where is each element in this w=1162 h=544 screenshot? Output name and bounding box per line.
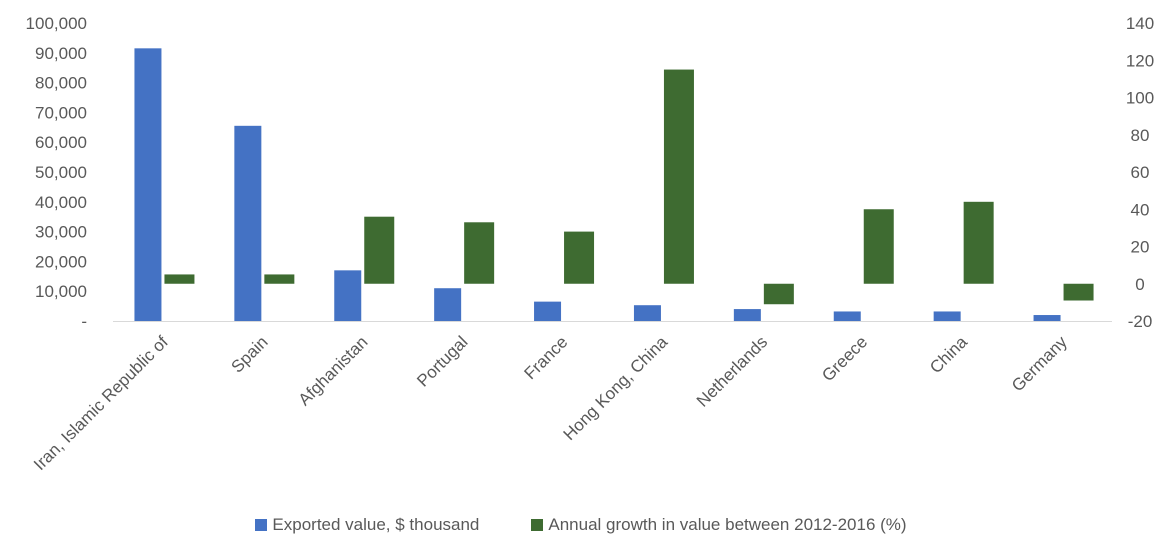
y-left-tick-label: 50,000: [35, 163, 87, 182]
x-category-label: Portugal: [413, 332, 471, 390]
y-right-tick-label: 100: [1126, 89, 1154, 108]
x-category-label: Iran, Islamic Republic of: [30, 332, 172, 474]
legend-swatch: [255, 519, 268, 531]
bar-exported-value: [534, 301, 562, 321]
y-right-tick-label: 80: [1131, 126, 1150, 145]
y-left-tick-label: 100,000: [26, 14, 87, 33]
legend-item: Annual growth in value between 2012-2016…: [531, 515, 907, 535]
y-left-tick-label: 80,000: [35, 74, 87, 93]
bar-annual-growth: [1063, 283, 1094, 301]
legend-item: Exported value, $ thousand: [255, 515, 479, 535]
x-category-label: Germany: [1008, 332, 1071, 395]
y-right-tick-label: 120: [1126, 51, 1154, 70]
x-category-label: Spain: [227, 332, 271, 376]
y-left-tick-label: -: [81, 312, 87, 331]
legend-swatch: [531, 519, 544, 531]
y-right-tick-label: 140: [1126, 14, 1154, 33]
bar-exported-value: [933, 311, 961, 321]
y-right-tick-label: 60: [1131, 163, 1150, 182]
y-left-tick-label: 90,000: [35, 44, 87, 63]
bar-annual-growth: [663, 69, 694, 284]
bar-annual-growth: [464, 222, 495, 284]
x-category-label: Netherlands: [693, 332, 771, 410]
legend-label: Annual growth in value between 2012-2016…: [548, 515, 907, 534]
y-left-tick-label: 40,000: [35, 193, 87, 212]
bar-annual-growth: [164, 274, 195, 284]
y-left-tick-label: 20,000: [35, 252, 87, 271]
legend: Exported value, $ thousand Annual growth …: [0, 515, 1162, 536]
bar-annual-growth: [564, 231, 595, 284]
y-left-tick-label: 10,000: [35, 282, 87, 301]
bar-exported-value: [234, 125, 262, 321]
bar-exported-value: [733, 309, 761, 321]
y-left-tick-label: 70,000: [35, 103, 87, 122]
bar-exported-value: [633, 305, 661, 321]
bar-exported-value: [134, 48, 162, 322]
y-right-tick-label: 0: [1135, 275, 1144, 294]
x-category-label: Hong Kong, China: [560, 332, 672, 444]
x-category-label: Afghanistan: [295, 332, 372, 409]
bar-exported-value: [334, 270, 362, 321]
x-category-label: Greece: [818, 332, 871, 385]
bar-exported-value: [833, 311, 861, 321]
bar-annual-growth: [763, 283, 794, 305]
bar-exported-value: [1033, 315, 1061, 321]
x-category-label: France: [521, 332, 572, 383]
y-left-tick-label: 30,000: [35, 223, 87, 242]
y-left-tick-label: 60,000: [35, 133, 87, 152]
bar-exported-value: [434, 288, 462, 321]
y-right-tick-label: 40: [1131, 200, 1150, 219]
legend-label: Exported value, $ thousand: [272, 515, 480, 534]
y-right-tick-label: 20: [1131, 238, 1150, 257]
bar-annual-growth: [364, 216, 395, 284]
bar-annual-growth: [264, 274, 295, 284]
x-category-label: China: [926, 332, 971, 377]
bar-annual-growth: [863, 209, 894, 284]
y-right-tick-label: -20: [1128, 312, 1153, 331]
bar-annual-growth: [963, 201, 994, 284]
